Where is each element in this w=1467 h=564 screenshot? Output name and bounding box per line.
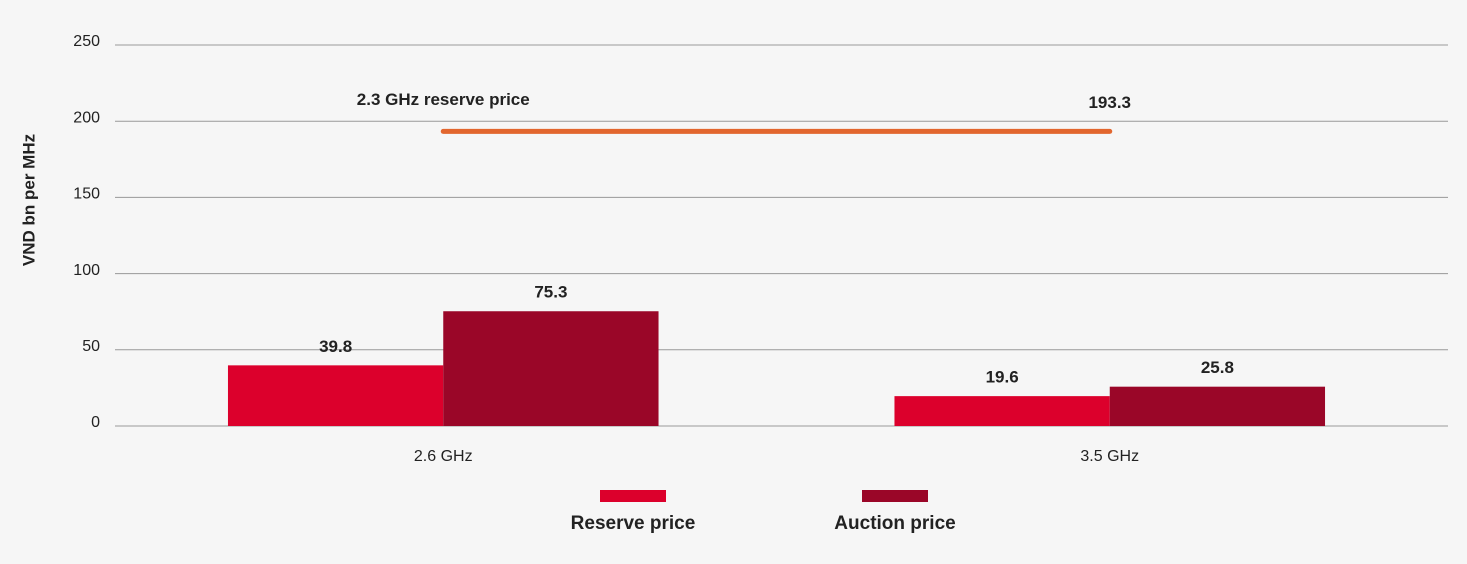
bar: [443, 311, 659, 426]
reference-label: 2.3 GHz reserve price: [357, 90, 530, 109]
bar: [1109, 386, 1326, 426]
value-label: 39.8: [319, 337, 352, 356]
legend-swatch: [862, 490, 928, 502]
value-label: 19.6: [986, 368, 1019, 387]
legend-label: Reserve price: [571, 513, 696, 534]
y-tick-label: 150: [73, 186, 100, 203]
y-tick-label: 200: [73, 109, 100, 126]
value-label: 75.3: [534, 283, 567, 302]
x-tick-label: 3.5 GHz: [1080, 448, 1139, 465]
y-tick-label: 250: [73, 33, 100, 50]
y-tick-label: 100: [73, 262, 100, 279]
y-tick-label: 0: [91, 414, 100, 431]
value-label: 25.8: [1201, 358, 1234, 377]
legend-swatch: [600, 490, 666, 502]
bar: [894, 396, 1110, 426]
legend-label: Auction price: [834, 513, 955, 534]
y-tick-label: 50: [82, 338, 100, 355]
x-tick-label: 2.6 GHz: [414, 448, 473, 465]
reference-value-label: 193.3: [1088, 93, 1131, 112]
y-axis-label: VND bn per MHz: [19, 134, 38, 266]
bar: [227, 365, 444, 426]
